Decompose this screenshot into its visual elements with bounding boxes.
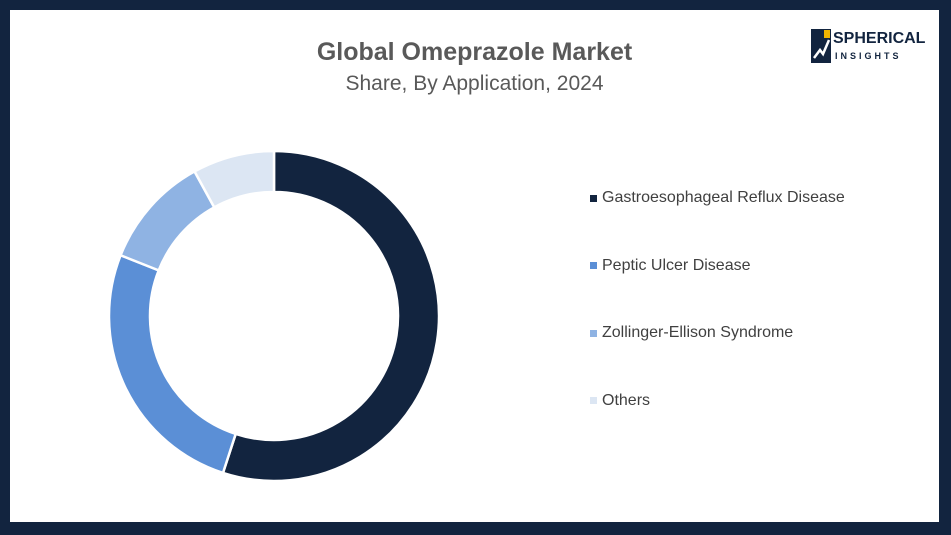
legend-label: Peptic Ulcer Disease bbox=[602, 256, 751, 274]
legend-label: Others bbox=[602, 391, 651, 409]
legend-swatch bbox=[590, 329, 597, 337]
chart-subtitle: Share, By Application, 2024 bbox=[345, 72, 604, 95]
legend-item: Zollinger-Ellison Syndrome bbox=[590, 323, 793, 343]
donut-slice-peptic-ulcer-disease bbox=[107, 253, 238, 475]
legend-item: Peptic Ulcer Disease bbox=[590, 256, 751, 276]
logo-wordmark: SPHERICAL bbox=[833, 30, 926, 47]
legend-item: Others bbox=[590, 391, 650, 411]
legend-swatch bbox=[590, 194, 597, 202]
legend-label: Gastroesophageal Reflux Disease bbox=[602, 189, 845, 206]
logo-tagline: INSIGHTS bbox=[835, 51, 902, 61]
spherical-insights-logo-icon bbox=[811, 29, 831, 63]
chart-panel: Global Omeprazole Market Share, By Appli… bbox=[10, 10, 939, 522]
donut-slice-others bbox=[192, 149, 276, 210]
legend-item: Gastroesophageal Reflux Disease bbox=[590, 188, 845, 208]
chart-title: Global Omeprazole Market bbox=[316, 38, 633, 66]
donut-slice-gastroesophageal-reflux-disease bbox=[221, 149, 441, 483]
donut-chart bbox=[107, 149, 441, 483]
legend-label: Zollinger-Ellison Syndrome bbox=[602, 324, 794, 341]
donut-slice-zollinger-ellison-syndrome bbox=[118, 169, 216, 272]
legend-swatch bbox=[590, 397, 597, 404]
legend-swatch bbox=[590, 262, 597, 269]
brand-logo: SPHERICAL INSIGHTS bbox=[810, 28, 925, 68]
